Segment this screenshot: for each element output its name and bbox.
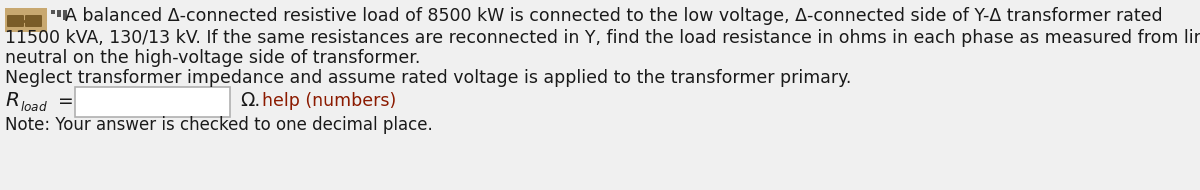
Text: $_{load}$: $_{load}$ xyxy=(20,96,48,114)
Text: $R$: $R$ xyxy=(5,92,19,111)
Text: neutral on the high-voltage side of transformer.: neutral on the high-voltage side of tran… xyxy=(5,49,420,67)
Text: Ω.: Ω. xyxy=(240,92,260,111)
Bar xyxy=(50,10,55,14)
FancyBboxPatch shape xyxy=(7,15,24,27)
Text: Neglect transformer impedance and assume rated voltage is applied to the transfo: Neglect transformer impedance and assume… xyxy=(5,69,851,87)
Bar xyxy=(64,10,67,20)
FancyBboxPatch shape xyxy=(74,87,230,117)
Text: 11500 kVA, 130/13 kV. If the same resistances are reconnected in Y, find the loa: 11500 kVA, 130/13 kV. If the same resist… xyxy=(5,29,1200,47)
Text: Note: Your answer is checked to one decimal place.: Note: Your answer is checked to one deci… xyxy=(5,116,433,134)
Text: help (numbers): help (numbers) xyxy=(262,92,396,110)
Bar xyxy=(58,10,61,17)
Text: =: = xyxy=(58,92,73,111)
Text: A balanced Δ-connected resistive load of 8500 kW is connected to the low voltage: A balanced Δ-connected resistive load of… xyxy=(65,7,1163,25)
FancyBboxPatch shape xyxy=(5,8,47,32)
FancyBboxPatch shape xyxy=(25,15,42,27)
